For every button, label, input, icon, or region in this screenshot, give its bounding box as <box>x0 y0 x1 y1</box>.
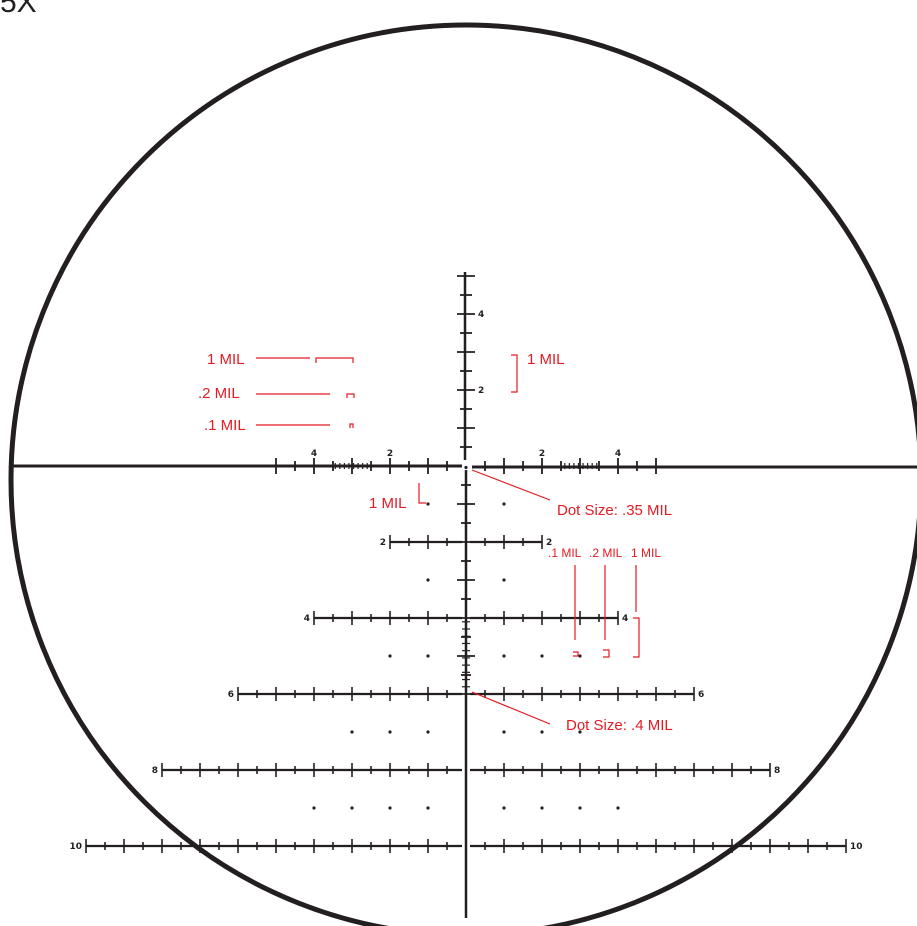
h-label-right-2: 2 <box>539 449 545 459</box>
h-label-right-4: 4 <box>615 449 621 459</box>
ladder-label-left: 4 <box>304 614 310 624</box>
annotation-01mil: .1 MIL <box>204 417 246 434</box>
holdover-dot <box>388 806 392 810</box>
holdover-dot <box>502 806 506 810</box>
annotation-1mil: 1 MIL <box>207 351 245 368</box>
ladder-label-right: 4 <box>622 614 628 624</box>
bracket-01mil-horizontal <box>349 423 354 428</box>
annotation-vertical-1mil: 1 MIL <box>527 351 565 368</box>
bracket-1mil-lower <box>418 483 426 504</box>
annotation-bracket-01mil: .1 MIL <box>548 546 582 560</box>
magnification-label: 5X <box>0 0 37 19</box>
bracket-02mil-vertical <box>603 649 610 658</box>
crosshair-lines <box>8 22 917 926</box>
v-label-4: 4 <box>478 310 484 320</box>
ladder-label-left: 10 <box>69 842 82 852</box>
ladder-label-left: 2 <box>380 538 386 548</box>
holdover-dot <box>426 730 430 734</box>
holdover-dot <box>426 654 430 658</box>
ladder-label-right: 6 <box>698 690 704 700</box>
scope-circle <box>8 22 917 926</box>
holdover-dot <box>578 654 582 658</box>
annotation-02mil: .2 MIL <box>198 385 240 402</box>
holdover-dot <box>502 502 506 506</box>
holdover-dot <box>578 730 582 734</box>
ladder-label-right: 8 <box>774 766 780 776</box>
leader-dot-size-lower <box>471 691 551 725</box>
leader-dot-size-upper <box>471 469 551 501</box>
bracket-01mil-vertical <box>573 651 579 657</box>
holdover-dot <box>312 806 316 810</box>
bracket-02mil-horizontal <box>346 393 355 398</box>
holdover-dot <box>616 806 620 810</box>
holdover-dot <box>502 654 506 658</box>
h-label-left-2: 2 <box>387 449 393 459</box>
reticle-numbers: 4 2 2 4 4 2 2 2 4 4 6 6 8 8 10 10 <box>69 310 862 852</box>
annotation-dot-size-lower: Dot Size: .4 MIL <box>566 717 673 734</box>
annotation-lower-1mil: 1 MIL <box>369 495 407 512</box>
v-label-2: 2 <box>478 386 484 396</box>
holdover-dot <box>426 502 430 506</box>
bracket-1mil-vertical <box>511 354 518 393</box>
h-label-left-4: 4 <box>311 449 317 459</box>
ladder-label-left: 6 <box>228 690 234 700</box>
bracket-1mil-vertical-right <box>633 617 640 658</box>
holdover-dot <box>388 654 392 658</box>
holdover-dot <box>540 730 544 734</box>
center-dot <box>464 465 468 470</box>
ladder-label-right: 10 <box>850 842 863 852</box>
reticle-dots <box>312 465 620 810</box>
holdover-dot <box>426 806 430 810</box>
holdover-dot <box>502 730 506 734</box>
holdover-dot <box>426 578 430 582</box>
holdover-dot <box>350 730 354 734</box>
holdover-dot <box>388 730 392 734</box>
bracket-1mil-horizontal <box>315 357 354 363</box>
annotation-bracket-02mil: .2 MIL <box>589 546 623 560</box>
holdover-dot <box>578 806 582 810</box>
ladder-label-left: 8 <box>152 766 158 776</box>
ladder-label-right: 2 <box>546 538 552 548</box>
holdover-dot <box>540 806 544 810</box>
holdover-dot <box>540 654 544 658</box>
reticle-ticks <box>85 275 847 853</box>
annotation-lines <box>256 354 640 725</box>
holdover-dot <box>350 806 354 810</box>
annotation-bracket-1mil: 1 MIL <box>631 546 661 560</box>
annotation-dot-size-upper: Dot Size: .35 MIL <box>557 502 672 519</box>
holdover-dot <box>502 578 506 582</box>
